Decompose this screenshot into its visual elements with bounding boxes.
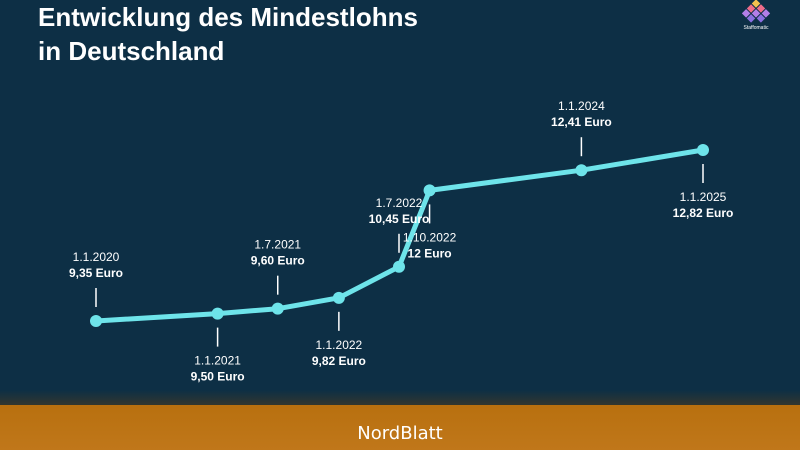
value-label-0: 9,35 Euro (69, 266, 123, 280)
value-label-5: 12 Euro (408, 246, 452, 260)
footer-bar (0, 405, 800, 450)
chart-title: Entwicklung des Mindestlohns in Deutschl… (38, 0, 418, 68)
data-points (90, 144, 709, 327)
value-label-2: 9,60 Euro (251, 254, 305, 268)
footer-brand: NordBlatt (357, 423, 443, 444)
staffomatic-logo-icon (741, 0, 771, 23)
date-label-3: 1.1.2022 (316, 338, 363, 352)
data-labels: 1.1.2020 9,35 Euro 1.1.2021 9,50 Euro 1.7.20… (69, 99, 733, 383)
data-point-0 (90, 315, 102, 327)
value-label-6: 12,41 Euro (551, 115, 612, 129)
data-point-2 (271, 302, 284, 315)
series-line-mindestlohn (93, 147, 706, 324)
footer-shadow (0, 390, 800, 405)
date-label-7: 1.1.2025 (680, 190, 727, 204)
value-label-4: 10,45 Euro (369, 212, 430, 226)
data-point-4 (393, 260, 406, 273)
staffomatic-logo: Staffomatic (728, 0, 784, 40)
date-label-1: 1.1.2021 (194, 354, 241, 368)
date-label-0: 1.1.2020 (73, 250, 120, 264)
value-label-3: 9,82 Euro (312, 354, 366, 368)
data-point-3 (332, 291, 345, 304)
chart-title-line2: in Deutschland (38, 36, 225, 66)
date-label-2: 1.7.2021 (254, 238, 301, 252)
date-label-6: 1.1.2024 (558, 99, 605, 113)
data-point-1 (211, 307, 224, 320)
value-label-7: 12,82 Euro (673, 206, 734, 220)
chart-title-line1: Entwicklung des Mindestlohns (38, 2, 418, 32)
date-label-5: 1.10.2022 (403, 230, 457, 244)
logo-text: Staffomatic (743, 25, 769, 31)
line-chart: 1.1.2020 9,35 Euro 1.1.2021 9,50 Euro 1.7.20… (69, 99, 733, 383)
label-connectors (95, 137, 704, 347)
value-label-1: 9,50 Euro (191, 370, 245, 384)
data-point-7 (697, 144, 709, 156)
date-label-4: 1.7.2022 (376, 196, 423, 210)
data-point-5 (423, 184, 436, 197)
data-point-6 (575, 164, 588, 177)
